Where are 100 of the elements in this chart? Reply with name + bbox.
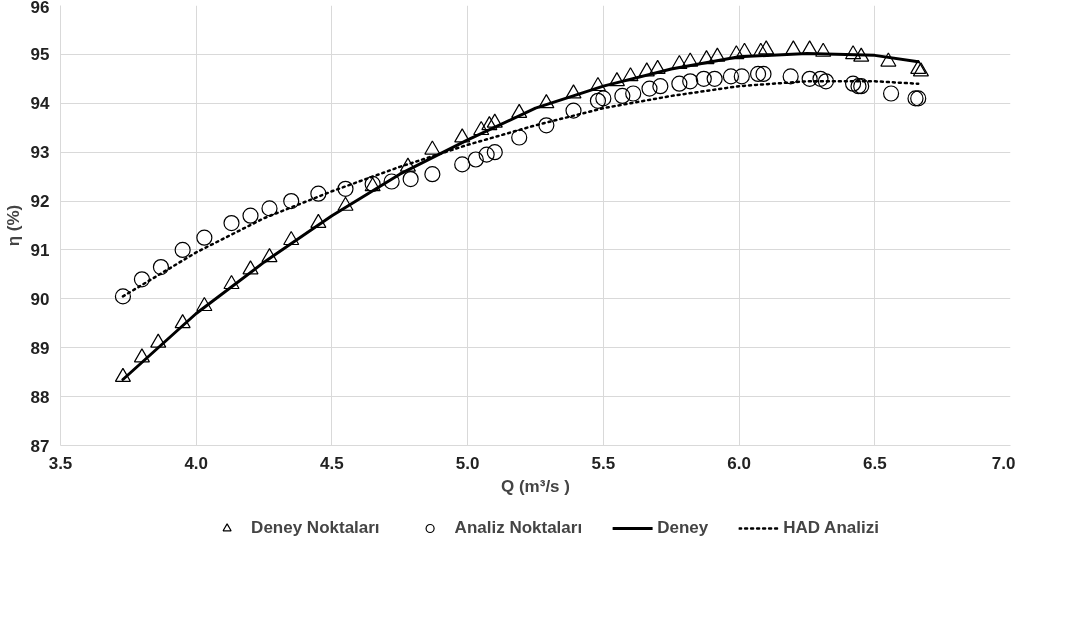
point [152, 258, 170, 276]
point [589, 92, 607, 109]
point [424, 166, 441, 183]
point [565, 84, 582, 99]
y-tick-label: 96 [30, 0, 50, 17]
y-tick-label: 89 [30, 338, 50, 358]
point [114, 288, 132, 305]
point [310, 185, 327, 202]
point [454, 156, 471, 173]
point [511, 103, 528, 118]
point [467, 151, 484, 168]
point [698, 50, 715, 65]
x-axis-title: Q (m³/s ) [501, 476, 570, 496]
point [337, 196, 354, 211]
x-tick-label: 5.0 [455, 453, 480, 473]
point [486, 144, 503, 161]
legend-label: Deney Noktaları [251, 518, 380, 538]
point [481, 116, 498, 131]
point [486, 113, 503, 128]
point [749, 65, 767, 83]
point [844, 45, 862, 60]
point [801, 40, 818, 55]
point [652, 78, 669, 95]
point [733, 68, 750, 85]
point [473, 120, 490, 136]
point [815, 42, 832, 57]
point [114, 367, 132, 382]
point [782, 68, 799, 85]
point [261, 200, 278, 217]
point [424, 140, 441, 155]
x-tick-label: 6.0 [727, 453, 751, 473]
point [196, 229, 213, 246]
point [565, 102, 582, 119]
point [801, 70, 818, 87]
point [882, 85, 900, 102]
point [538, 117, 555, 134]
point [283, 192, 300, 210]
point [283, 230, 300, 246]
point [454, 128, 471, 143]
point [641, 80, 658, 97]
point [223, 274, 240, 290]
y-tick-label: 92 [30, 192, 50, 212]
point [671, 54, 688, 70]
point [614, 87, 631, 105]
legend-label: HAD Analizi [783, 518, 879, 538]
point [671, 75, 688, 92]
point [709, 47, 726, 62]
point [755, 65, 772, 83]
point [150, 333, 167, 348]
y-tick-label: 91 [30, 240, 50, 260]
point [638, 62, 655, 77]
point [538, 94, 555, 109]
point [625, 85, 642, 102]
x-tick-label: 6.5 [862, 453, 887, 473]
point [589, 76, 607, 92]
y-tick-label: 93 [30, 143, 50, 163]
y-axis-title: η (%) [3, 204, 23, 247]
point [478, 146, 495, 163]
y-tick-label: 87 [30, 436, 50, 456]
point [174, 314, 191, 329]
point [174, 241, 191, 259]
y-tick-label: 94 [30, 94, 51, 114]
point [242, 260, 259, 275]
point [728, 45, 745, 60]
point [844, 75, 862, 92]
point [682, 52, 699, 67]
point [383, 173, 400, 190]
point [785, 40, 802, 55]
point [880, 52, 897, 67]
point [402, 170, 419, 188]
x-tick-label: 3.5 [48, 453, 73, 473]
point [133, 271, 151, 288]
point [649, 59, 666, 74]
point [223, 214, 240, 232]
point [337, 180, 354, 197]
y-tick-label: 90 [30, 289, 50, 309]
y-tick-label: 95 [30, 45, 50, 65]
legend-label: Analiz Noktaları [454, 518, 583, 538]
x-tick-label: 7.0 [991, 453, 1016, 473]
y-tick-label: 88 [30, 387, 50, 407]
point [758, 40, 775, 55]
point [196, 296, 213, 312]
point [399, 157, 417, 172]
x-tick-label: 5.5 [591, 453, 616, 473]
x-tick-label: 4.0 [184, 453, 209, 473]
point [242, 207, 259, 224]
point [752, 42, 769, 57]
point [706, 70, 723, 87]
point [736, 42, 753, 57]
point [511, 129, 528, 146]
legend-label: Deney [657, 518, 709, 538]
point [695, 70, 712, 87]
point [608, 72, 626, 87]
point [310, 213, 327, 228]
point [812, 70, 829, 87]
point [622, 67, 639, 82]
point [722, 68, 740, 85]
point [682, 73, 699, 90]
x-tick-label: 4.5 [320, 453, 344, 473]
point [853, 47, 870, 62]
